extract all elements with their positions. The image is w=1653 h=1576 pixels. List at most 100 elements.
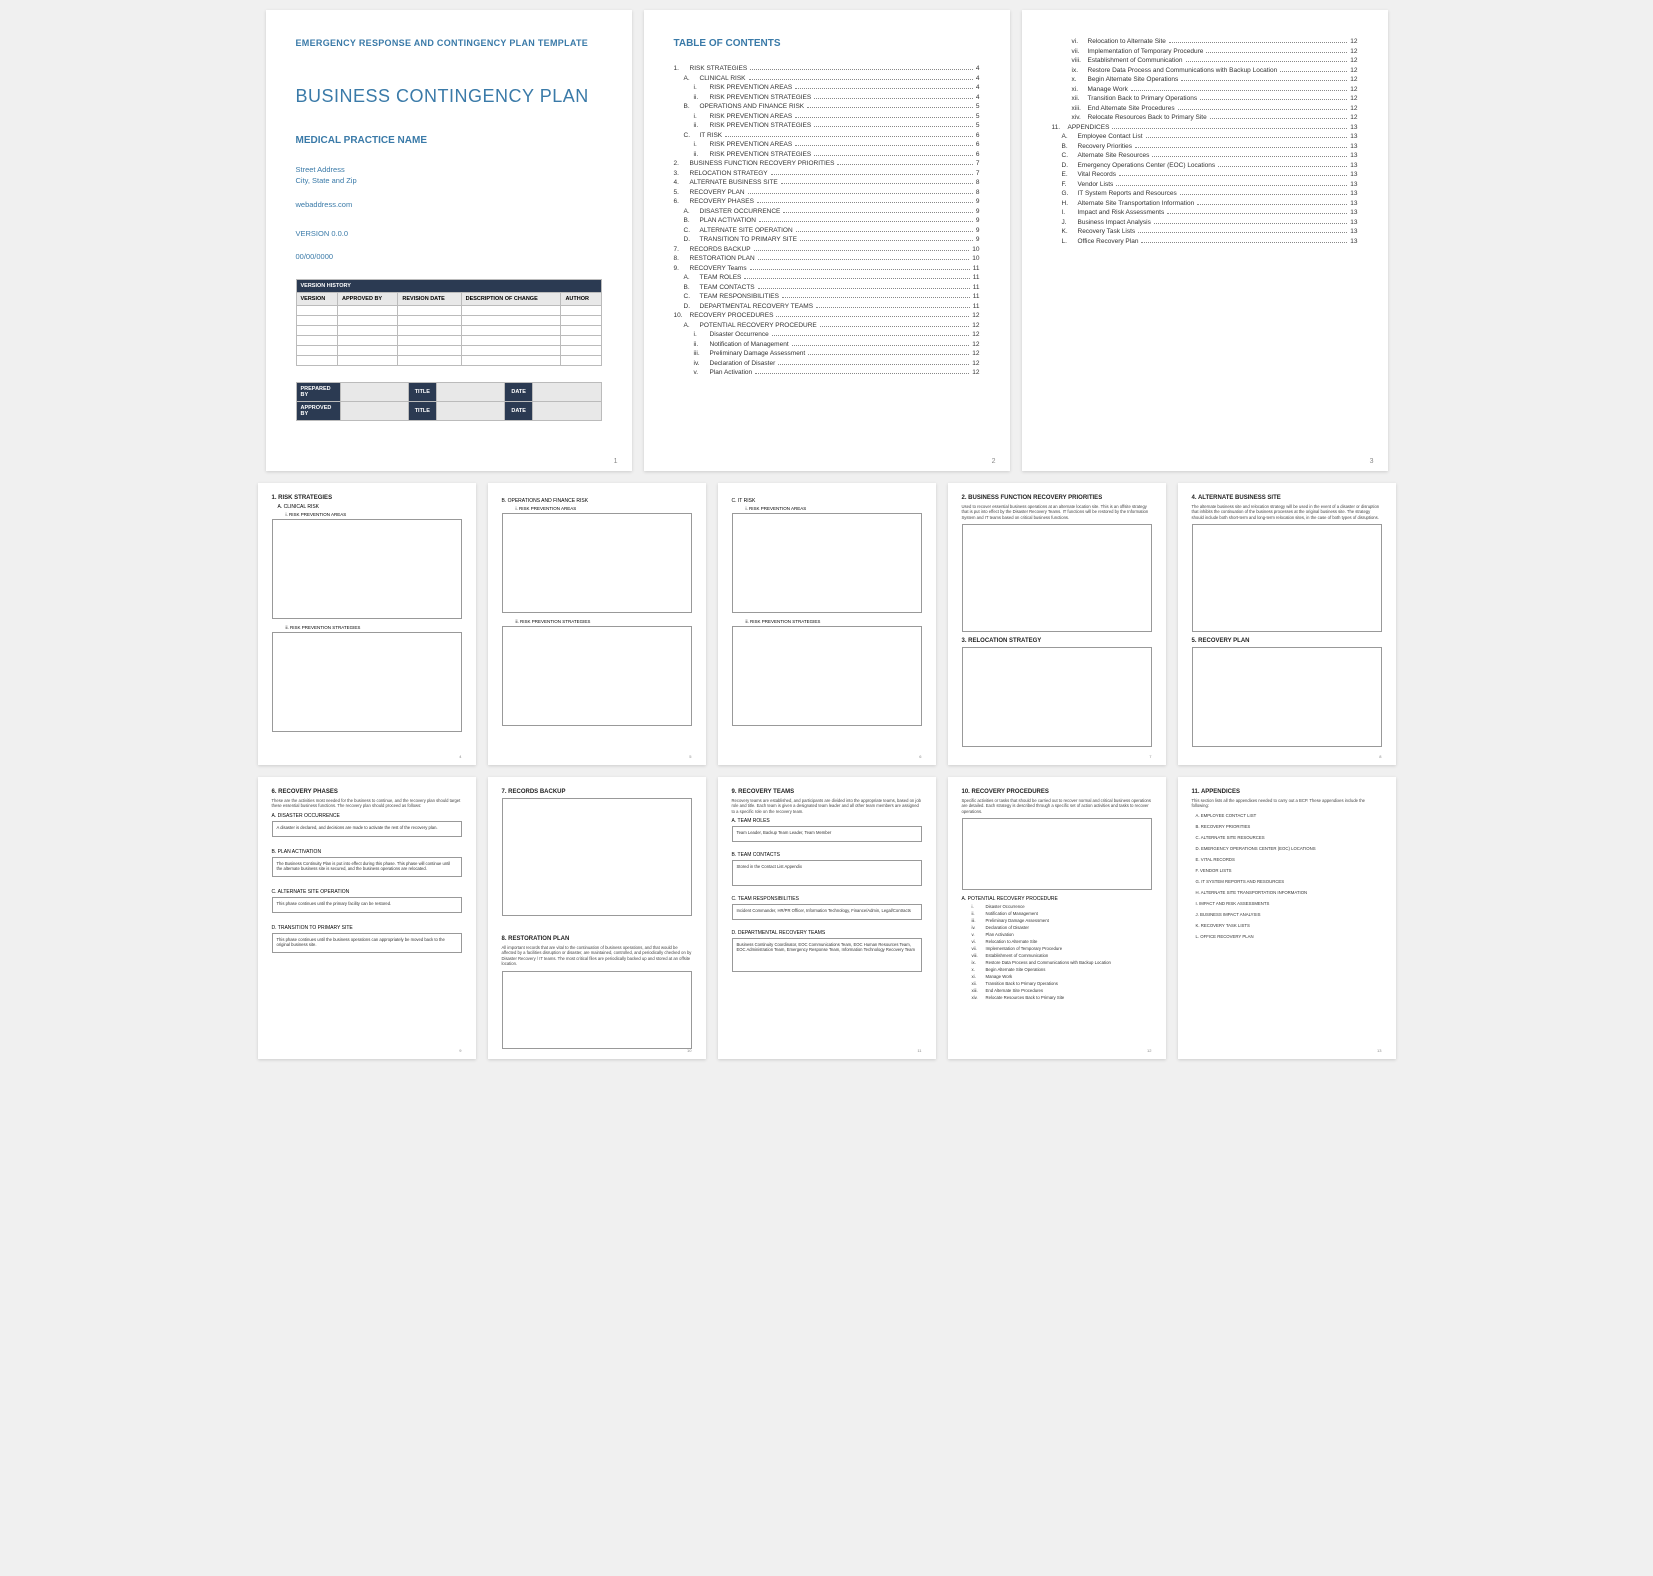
toc-num: ii. — [694, 122, 710, 129]
appendix-item: I. IMPACT AND RISK ASSESSMENTS — [1196, 901, 1382, 906]
toc-dots — [837, 164, 972, 165]
toc-num: 5. — [674, 189, 690, 196]
vh-row — [296, 356, 601, 366]
sig-title-label: TITLE — [408, 383, 436, 402]
toc-row: D.Emergency Operations Center (EOC) Loca… — [1052, 162, 1358, 169]
toc-num: xiv. — [1072, 114, 1088, 121]
vh-col-revision: REVISION DATE — [398, 293, 461, 306]
toc-row: A.DISASTER OCCURRENCE9 — [674, 208, 980, 215]
page-3: vi.Relocation to Alternate Site12vii.Imp… — [1022, 10, 1388, 471]
toc-page: 13 — [1350, 200, 1357, 207]
toc-dots — [771, 174, 973, 175]
sig-approved-label: APPROVED BY — [296, 402, 340, 421]
procedure-item: vi.Relocation to Alternate Site — [972, 939, 1152, 944]
toc-row: xiii.End Alternate Site Procedures12 — [1052, 105, 1358, 112]
toc-page: 7 — [976, 170, 980, 177]
toc-num: 8. — [674, 255, 690, 262]
procedure-item: i.Disaster Occurrence — [972, 904, 1152, 909]
toc-row: B.PLAN ACTIVATION9 — [674, 217, 980, 224]
content-box — [1192, 647, 1382, 747]
page-number: 13 — [1377, 1048, 1381, 1053]
content-box — [502, 971, 692, 1049]
toc-dots — [1186, 61, 1348, 62]
toc-row: i.RISK PREVENTION AREAS4 — [674, 84, 980, 91]
page-number: 5 — [689, 754, 691, 759]
section-text: Used to recover essential business opera… — [962, 504, 1152, 520]
section-heading: 5. RECOVERY PLAN — [1192, 638, 1382, 644]
toc-dots — [776, 316, 969, 317]
toc-dots — [795, 117, 973, 118]
toc-text: Recovery Priorities — [1078, 143, 1133, 150]
sub-sub-heading: ii. RISK PREVENTION STRATEGIES — [516, 619, 692, 624]
toc-page: 4 — [976, 65, 980, 72]
toc-row: 2.BUSINESS FUNCTION RECOVERY PRIORITIES7 — [674, 160, 980, 167]
toc-text: Plan Activation — [710, 369, 753, 376]
appendix-item: E. VITAL RECORDS — [1196, 857, 1382, 862]
subsection-heading: D. TRANSITION TO PRIMARY SITE — [272, 925, 462, 931]
toc-page: 13 — [1350, 133, 1357, 140]
toc-text: Implementation of Temporary Procedure — [1088, 48, 1204, 55]
toc-num: J. — [1062, 219, 1078, 226]
toc-text: Vendor Lists — [1078, 181, 1114, 188]
procedure-item: xi.Manage Work — [972, 974, 1152, 979]
doc-web: webaddress.com — [296, 200, 602, 209]
page-number: 3 — [1370, 458, 1374, 465]
vh-col-author: AUTHOR — [561, 293, 601, 306]
appendix-item: F. VENDOR LISTS — [1196, 868, 1382, 873]
vh-col-version: VERSION — [296, 293, 338, 306]
page-number: 12 — [1147, 1048, 1151, 1053]
toc-text: IT RISK — [700, 132, 723, 139]
toc-dots — [748, 193, 973, 194]
toc-page: 6 — [976, 141, 980, 148]
toc-num: F. — [1062, 181, 1078, 188]
toc-num: 9. — [674, 265, 690, 272]
toc-num: L. — [1062, 238, 1078, 245]
toc-page: 8 — [976, 179, 980, 186]
toc-dots — [1112, 128, 1347, 129]
toc-row: D.TRANSITION TO PRIMARY SITE9 — [674, 236, 980, 243]
sig-date-value — [533, 383, 601, 402]
toc-dots — [1206, 52, 1347, 53]
toc-row: D.DEPARTMENTAL RECOVERY TEAMS11 — [674, 303, 980, 310]
section-heading: 7. RECORDS BACKUP — [502, 789, 692, 795]
toc-page: 13 — [1350, 238, 1357, 245]
content-box: Team Leader, Backup Team Leader, Team Me… — [732, 826, 922, 842]
toc-text: TEAM ROLES — [700, 274, 742, 281]
toc-num: B. — [684, 284, 700, 291]
sig-title-label-2: TITLE — [408, 402, 436, 421]
toc-text: RISK PREVENTION AREAS — [710, 84, 793, 91]
procedure-item: iii.Preliminary Damage Assessment — [972, 918, 1152, 923]
page-13: 11. APPENDICES This section lists all th… — [1178, 777, 1396, 1059]
toc-page: 13 — [1350, 228, 1357, 235]
content-box: Incident Commander, HR/PR Officer, Infor… — [732, 904, 922, 920]
toc-dots — [1138, 232, 1347, 233]
toc-page: 12 — [1350, 67, 1357, 74]
toc-dots — [1141, 242, 1347, 243]
toc-page: 12 — [1350, 95, 1357, 102]
toc-dots — [772, 335, 970, 336]
toc-page: 4 — [976, 94, 980, 101]
toc-dots — [782, 297, 970, 298]
section-text: Recovery teams are established, and part… — [732, 798, 922, 814]
toc-text: Alternate Site Transportation Informatio… — [1078, 200, 1195, 207]
appendix-list: A. EMPLOYEE CONTACT LISTB. RECOVERY PRIO… — [1196, 813, 1382, 939]
toc-text: RECOVERY PHASES — [690, 198, 754, 205]
toc-num: ii. — [694, 94, 710, 101]
toc-page: 11 — [973, 303, 980, 310]
toc-dots — [1218, 166, 1347, 167]
row-small-pages-2: 6. RECOVERY PHASES These are the activit… — [10, 777, 1643, 1059]
toc-num: 7. — [674, 246, 690, 253]
procedure-item: ix.Restore Data Process and Communicatio… — [972, 960, 1152, 965]
vh-row — [296, 336, 601, 346]
toc-text: RECOVERY Teams — [690, 265, 747, 272]
section-heading: 9. RECOVERY TEAMS — [732, 789, 922, 795]
procedure-item: xiv.Relocate Resources Back to Primary S… — [972, 995, 1152, 1000]
toc-page: 7 — [976, 160, 980, 167]
content-box — [502, 513, 692, 613]
toc-text: DISASTER OCCURRENCE — [700, 208, 781, 215]
toc-num: 11. — [1052, 124, 1068, 131]
toc-row: ii.Notification of Management12 — [674, 341, 980, 348]
toc-page: 13 — [1350, 143, 1357, 150]
appendix-item: B. RECOVERY PRIORITIES — [1196, 824, 1382, 829]
toc-page: 11 — [973, 293, 980, 300]
